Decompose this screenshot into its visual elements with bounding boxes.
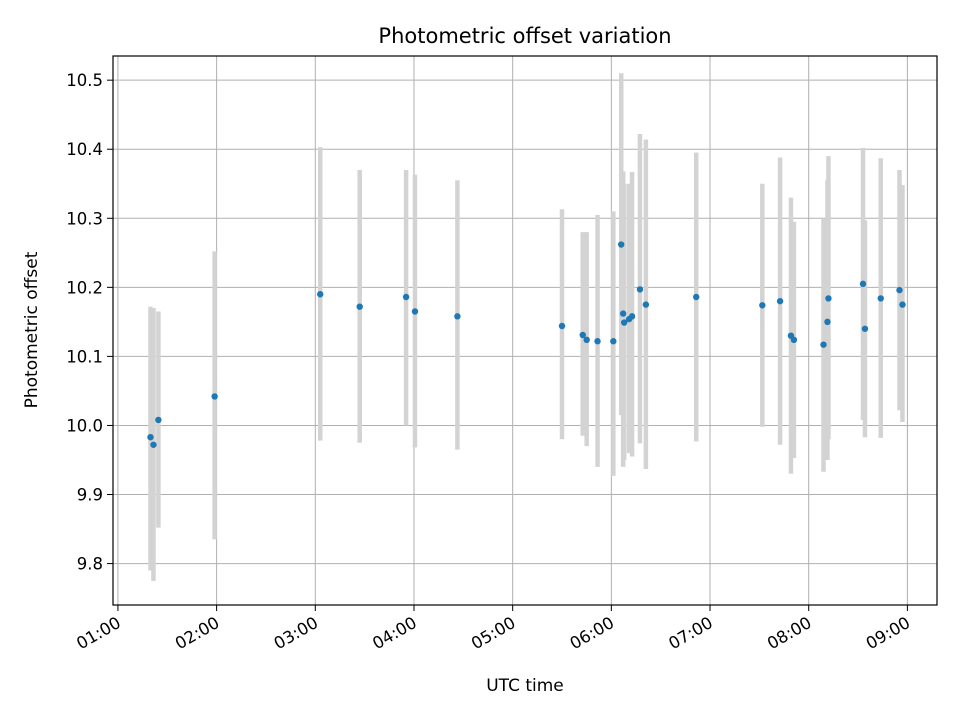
data-point [820, 341, 827, 348]
data-point [579, 331, 586, 339]
data-point [402, 293, 410, 301]
y-tick-label: 10.4 [66, 140, 103, 159]
y-tick-label: 10.2 [66, 278, 103, 297]
data-point [594, 338, 601, 345]
y-tick-label: 10.0 [66, 416, 103, 435]
data-point [619, 310, 627, 317]
data-point [610, 338, 617, 345]
data-point [583, 336, 590, 344]
data-point [628, 313, 636, 320]
data-point [454, 313, 461, 320]
x-axis-label: UTC time [486, 676, 564, 696]
data-point [317, 291, 324, 298]
data-point [790, 336, 798, 344]
data-point [824, 318, 831, 326]
y-tick-label: 10.3 [66, 209, 103, 228]
y-tick-label: 9.9 [77, 486, 103, 505]
data-point [620, 319, 628, 326]
y-tick-label: 10.5 [66, 71, 103, 90]
data-point [861, 325, 869, 332]
data-point [825, 295, 832, 302]
data-point [693, 293, 700, 301]
y-tick-label: 9.8 [77, 555, 103, 574]
data-point [859, 280, 867, 288]
data-point [618, 241, 625, 248]
data-point [147, 433, 154, 441]
data-points [147, 241, 906, 448]
data-point [877, 295, 884, 302]
y-axis-ticks: 9.8 9.9 10.0 10.1 10.2 10.3 10.4 10.5 [66, 71, 113, 574]
data-point [776, 297, 784, 305]
data-point [636, 286, 644, 293]
data-point [411, 308, 419, 315]
y-axis-label: Photometric offset [22, 251, 42, 408]
data-point [896, 286, 903, 294]
data-point [759, 302, 766, 309]
data-point [642, 301, 650, 308]
data-point [211, 393, 218, 400]
data-point [150, 441, 157, 448]
data-point [899, 301, 906, 308]
data-point [155, 416, 162, 424]
chart-title: Photometric offset variation [378, 24, 671, 48]
data-point [356, 303, 363, 310]
data-point [558, 322, 566, 330]
plot-frame [112, 55, 938, 606]
y-tick-label: 10.1 [66, 347, 103, 366]
